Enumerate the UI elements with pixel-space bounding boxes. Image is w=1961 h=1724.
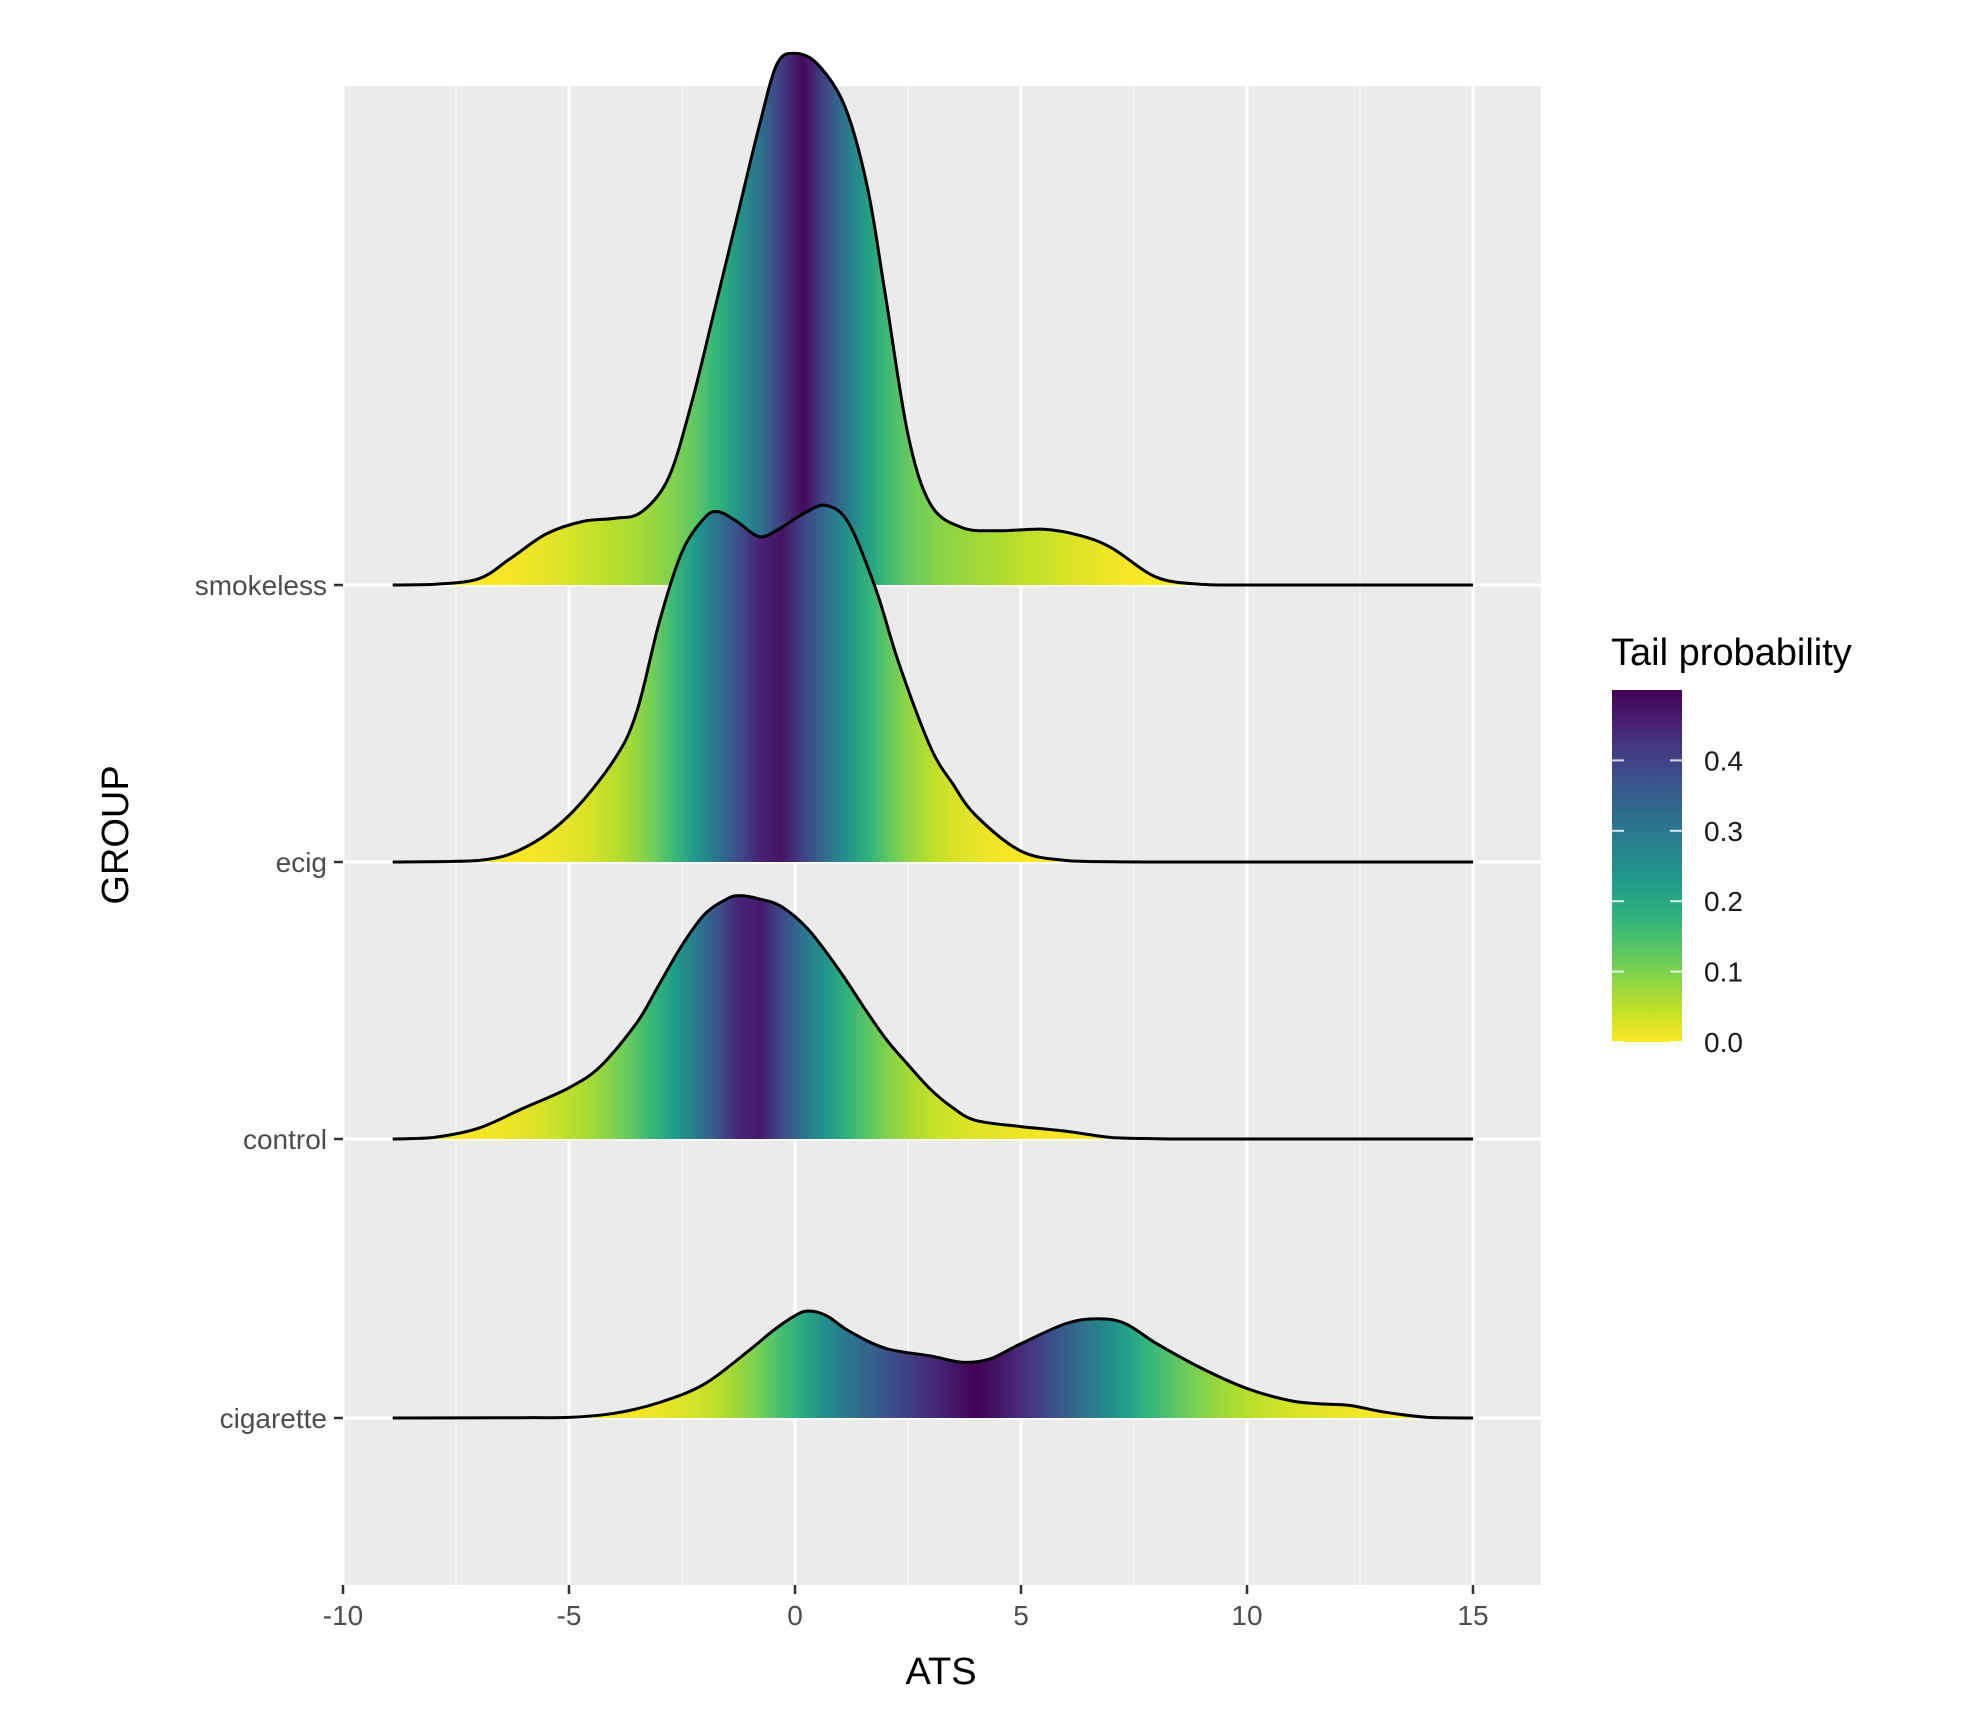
x-tick-label: 5: [1013, 1600, 1029, 1631]
ridge-fill-cigarette: [392, 1311, 1474, 1418]
x-tick-label: -5: [557, 1600, 582, 1631]
legend-title: Tail probability: [1611, 632, 1852, 674]
ridges: [392, 51, 1474, 1420]
x-tick-label: 15: [1457, 1600, 1488, 1631]
legend-tick-label: 0.0: [1704, 1027, 1743, 1058]
color-legend: Tail probability 0.0 0.1 0.2 0.3 0.4: [1611, 632, 1852, 1058]
y-tick-label: cigarette: [220, 1403, 327, 1434]
ridge-ecig: [392, 503, 1474, 864]
legend-tick-label: 0.4: [1704, 745, 1743, 776]
ridge-smokeless: [392, 51, 1474, 587]
y-axis-title: GROUP: [95, 765, 137, 904]
x-tick-label: 0: [787, 1600, 803, 1631]
x-tick-label: -10: [323, 1600, 363, 1631]
y-tick-label: ecig: [276, 847, 327, 878]
legend-tick-label: 0.2: [1704, 886, 1743, 917]
axes: -10 -5 0 5 10 15 cigarette control ecig smokeless: [195, 570, 1489, 1631]
legend-tick-label: 0.3: [1704, 816, 1743, 847]
ridge-outline-smokeless: [392, 51, 1473, 587]
x-axis-title: ATS: [905, 1651, 976, 1693]
y-tick-label: control: [243, 1124, 327, 1155]
ridge-outline-control: [392, 894, 1473, 1141]
ridge-control: [392, 894, 1474, 1141]
legend-tick-label: 0.1: [1704, 957, 1743, 988]
ridge-outline-ecig: [392, 503, 1473, 864]
legend-colorbar: [1612, 690, 1682, 1042]
ridge-outline-cigarette: [392, 1309, 1474, 1420]
ridge-fill-control: [392, 895, 1474, 1139]
ridge-fill-ecig: [392, 505, 1474, 862]
y-tick-label: smokeless: [195, 570, 327, 601]
ridge-cigarette: [392, 1309, 1474, 1420]
x-tick-label: 10: [1231, 1600, 1262, 1631]
